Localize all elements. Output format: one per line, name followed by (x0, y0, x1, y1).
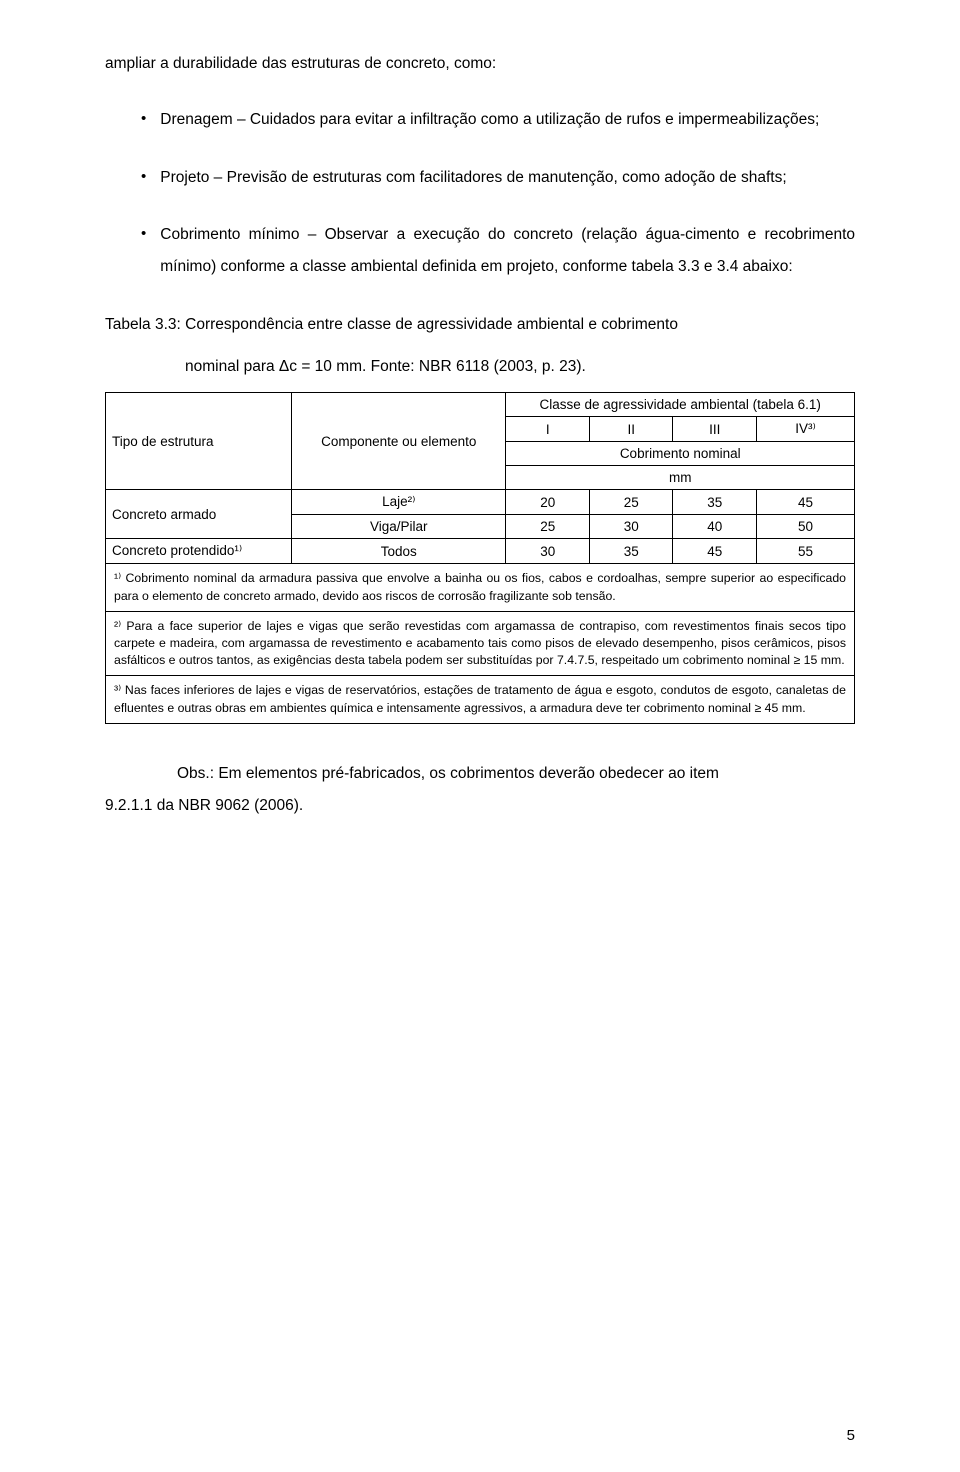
row-label: Concreto armado (106, 490, 292, 539)
table-caption-line1: Tabela 3.3: Correspondência entre classe… (105, 309, 855, 341)
cell: 40 (673, 515, 757, 539)
footnote: ¹⁾ Cobrimento nominal da armadura passiv… (106, 564, 855, 611)
intro-line: ampliar a durabilidade das estruturas de… (105, 48, 855, 80)
table-row: ²⁾ Para a face superior de lajes e vigas… (106, 611, 855, 676)
table-row: Tipo de estrutura Componente ou elemento… (106, 393, 855, 417)
bullet-icon: • (141, 162, 146, 194)
obs-line: Obs.: Em elementos pré-fabricados, os co… (105, 758, 855, 790)
list-item: • Drenagem – Cuidados para evitar a infi… (105, 104, 855, 136)
list-item: • Cobrimento mínimo – Observar a execuçã… (105, 219, 855, 283)
cobrimento-table: Tipo de estrutura Componente ou elemento… (105, 392, 855, 723)
obs-block: Obs.: Em elementos pré-fabricados, os co… (105, 758, 855, 822)
class-col: I (506, 417, 590, 442)
col-header-tipo: Tipo de estrutura (106, 393, 292, 490)
cell: 45 (673, 539, 757, 564)
cell: 25 (506, 515, 590, 539)
cell: 25 (589, 490, 673, 515)
cell: 35 (589, 539, 673, 564)
col-header-classe: Classe de agressividade ambiental (tabel… (506, 393, 855, 417)
table-row: Concreto protendido¹⁾ Todos 30 35 45 55 (106, 539, 855, 564)
bullet-icon: • (141, 104, 146, 136)
cobrimento-label: Cobrimento nominal (506, 442, 855, 466)
cell: Viga/Pilar (292, 515, 506, 539)
cell: 30 (589, 515, 673, 539)
footnote: ²⁾ Para a face superior de lajes e vigas… (106, 611, 855, 676)
cell: Laje²⁾ (292, 490, 506, 515)
bullet-icon: • (141, 219, 146, 283)
bullet-text: Cobrimento mínimo – Observar a execução … (160, 219, 855, 283)
obs-line: 9.2.1.1 da NBR 9062 (2006). (105, 790, 855, 822)
cell: 35 (673, 490, 757, 515)
bullet-list: • Drenagem – Cuidados para evitar a infi… (105, 104, 855, 283)
table-row: ¹⁾ Cobrimento nominal da armadura passiv… (106, 564, 855, 611)
class-col: III (673, 417, 757, 442)
col-header-componente: Componente ou elemento (292, 393, 506, 490)
cell: 50 (756, 515, 854, 539)
cell: 45 (756, 490, 854, 515)
mm-label: mm (506, 466, 855, 490)
table-row: Concreto armado Laje²⁾ 20 25 35 45 (106, 490, 855, 515)
cell: 30 (506, 539, 590, 564)
cell: 55 (756, 539, 854, 564)
table-caption-line2: nominal para Δc = 10 mm. Fonte: NBR 6118… (105, 351, 855, 383)
bullet-text: Projeto – Previsão de estruturas com fac… (160, 162, 855, 194)
page-number: 5 (847, 1427, 855, 1444)
list-item: • Projeto – Previsão de estruturas com f… (105, 162, 855, 194)
class-col: IV³⁾ (756, 417, 854, 442)
class-col: II (589, 417, 673, 442)
bullet-text: Drenagem – Cuidados para evitar a infilt… (160, 104, 855, 136)
row-label: Concreto protendido¹⁾ (106, 539, 292, 564)
table-row: ³⁾ Nas faces inferiores de lajes e vigas… (106, 676, 855, 723)
footnote: ³⁾ Nas faces inferiores de lajes e vigas… (106, 676, 855, 723)
cell: Todos (292, 539, 506, 564)
cell: 20 (506, 490, 590, 515)
